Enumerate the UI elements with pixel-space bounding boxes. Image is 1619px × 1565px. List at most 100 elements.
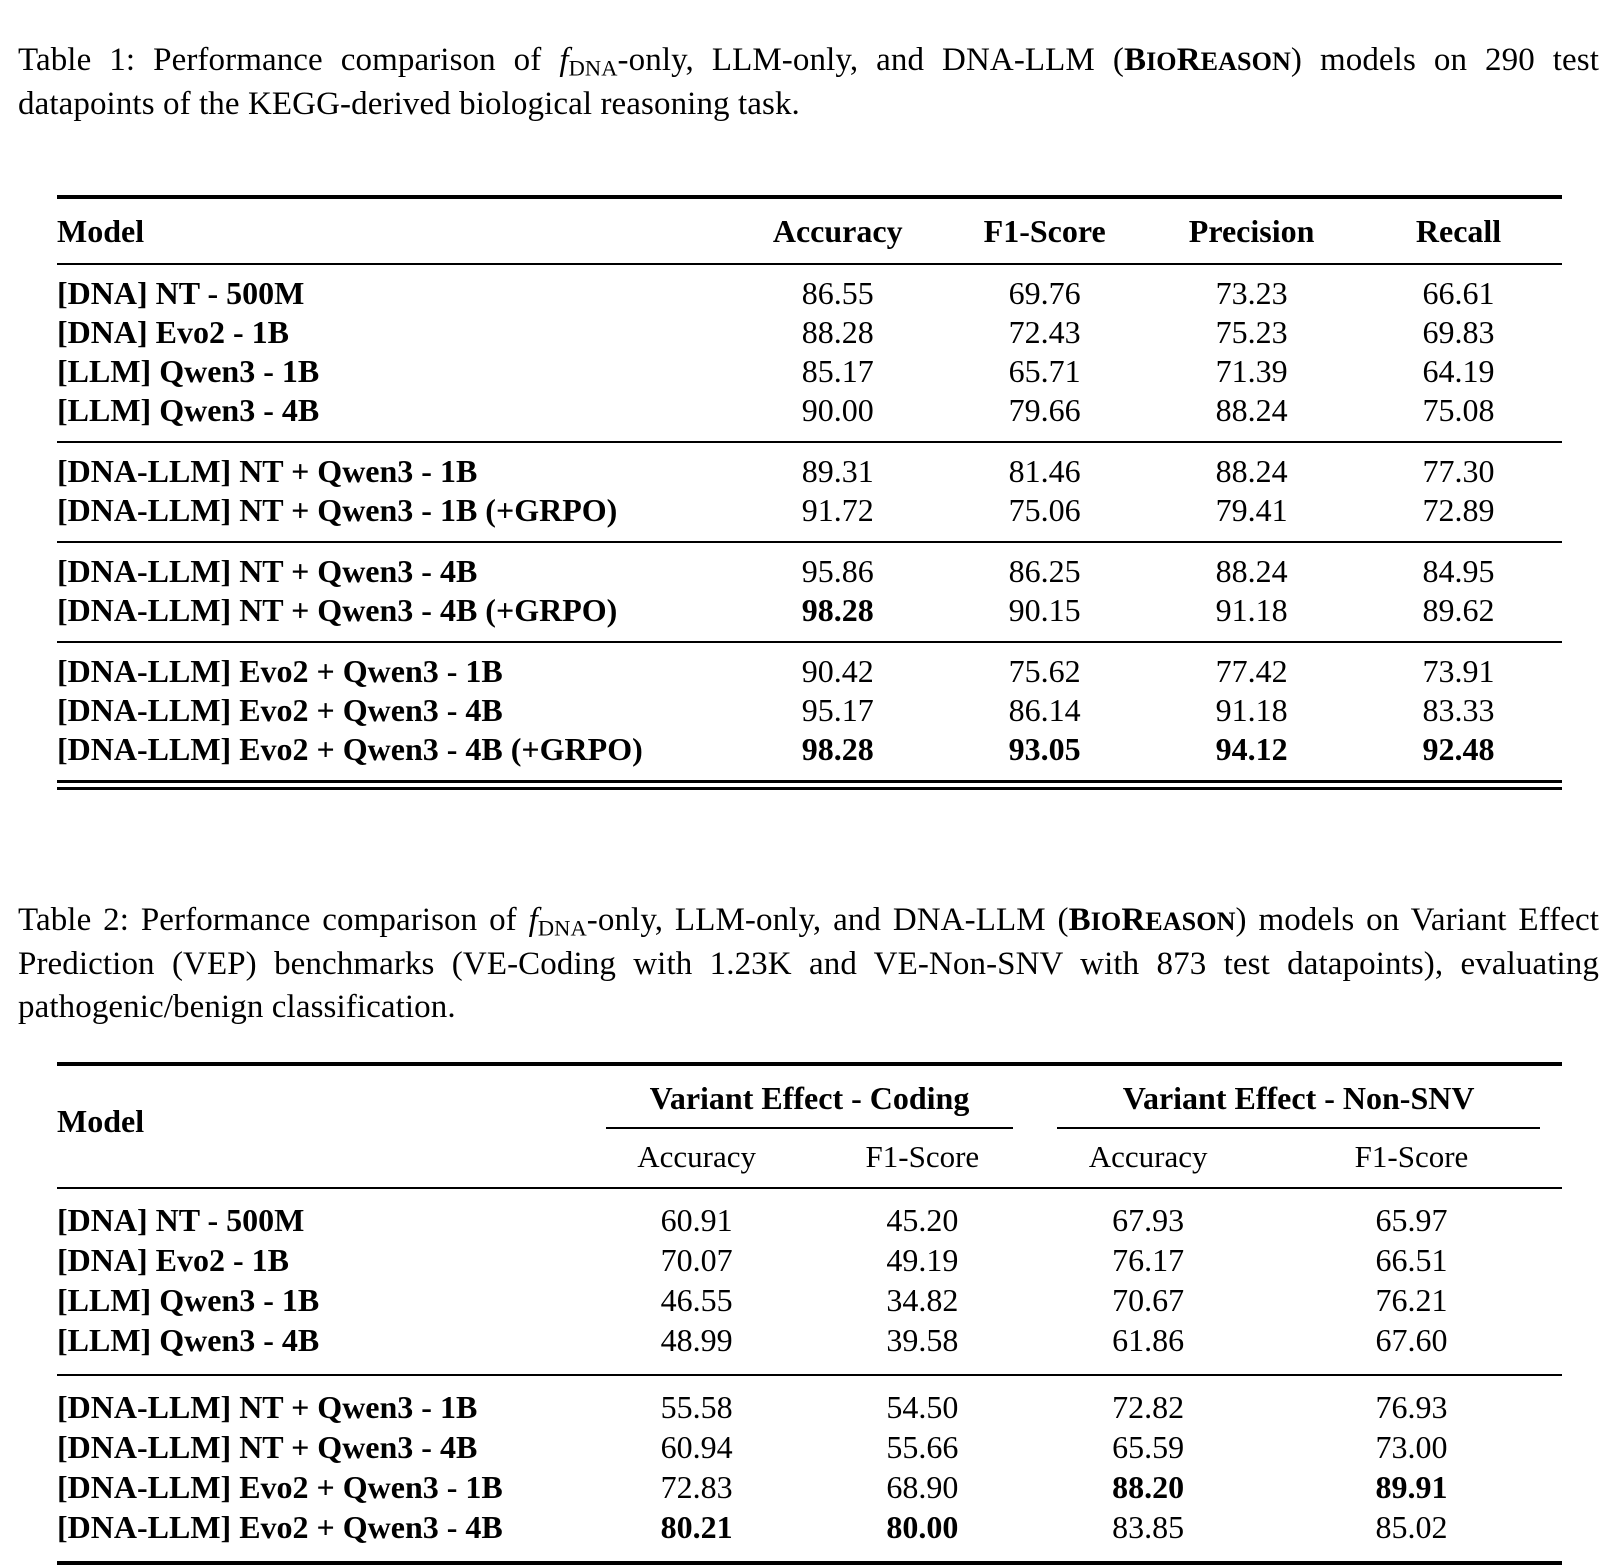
col-header-coding-f1score: F1-Score	[865, 1139, 980, 1174]
metric-value-cell: 94.12	[1215, 731, 1288, 767]
metric-value-cell: 95.17	[801, 692, 874, 728]
metric-value-cell: 86.25	[1008, 553, 1081, 589]
col-header-f1score: F1-Score	[983, 213, 1106, 249]
table1-caption: Table 1: Performance comparison of fDNA-…	[18, 39, 1599, 126]
metric-value-cell: 88.24	[1215, 453, 1288, 489]
table-row: [LLM] Qwen3 - 4B 48.99 39.58 61.86 67.60	[57, 1320, 1562, 1375]
col-header-recall: Recall	[1415, 213, 1502, 249]
metric-value-cell: 70.07	[660, 1242, 733, 1278]
metric-value-cell: 65.59	[1112, 1429, 1185, 1465]
table2-header: Model Variant Effect - Coding Variant Ef…	[57, 1064, 1562, 1188]
metric-value-cell: 90.15	[1008, 592, 1081, 628]
table1-caption-label: Table 1:	[18, 42, 136, 78]
model-name-cell: [LLM] Qwen3 - 4B	[57, 392, 320, 428]
metric-value-cell: 72.83	[660, 1469, 733, 1505]
table-row: [DNA] Evo2 - 1B 88.28 72.43 75.23 69.83	[57, 313, 1562, 352]
metric-value-cell: 79.41	[1215, 492, 1288, 528]
metric-value-cell: 79.66	[1008, 392, 1081, 428]
metric-value-cell: 81.46	[1008, 453, 1081, 489]
table-row: [DNA-LLM] NT + Qwen3 - 1B (+GRPO) 91.72 75…	[57, 491, 1562, 542]
metric-value-cell: 98.28	[801, 592, 874, 628]
metric-value-cell: 69.83	[1422, 314, 1495, 350]
table1-group-2: [DNA-LLM] NT + Qwen3 - 1B 89.31 81.46 88.24…	[57, 442, 1562, 542]
metric-value-cell: 77.42	[1215, 653, 1288, 689]
metric-value-cell: 89.31	[801, 453, 874, 489]
metric-value-cell: 69.76	[1008, 275, 1081, 311]
metric-value-cell: 77.30	[1422, 453, 1495, 489]
metric-value-cell: 70.67	[1112, 1282, 1185, 1318]
table1-caption-text-2: -only, LLM-only, and DNA-LLM (	[617, 42, 1124, 78]
metric-value-cell: 76.17	[1112, 1242, 1185, 1278]
metric-value-cell: 73.91	[1422, 653, 1495, 689]
metric-value-cell: 88.20	[1112, 1469, 1185, 1505]
table2-caption: Table 2: Performance comparison of fDNA-…	[18, 899, 1599, 1029]
metric-value-cell: 84.95	[1422, 553, 1495, 589]
model-name-cell: [DNA] Evo2 - 1B	[57, 314, 289, 350]
col-group-ve-coding: Variant Effect - Coding	[584, 1064, 1036, 1129]
model-name-cell: [LLM] Qwen3 - 1B	[57, 1282, 320, 1318]
table-row: [DNA-LLM] Evo2 + Qwen3 - 1B 72.83 68.90 88.…	[57, 1467, 1562, 1507]
math-f-subscript: DNA	[568, 55, 618, 81]
table-row: [DNA-LLM] NT + Qwen3 - 4B 95.86 86.25 88.24…	[57, 542, 1562, 591]
model-name-cell: [DNA-LLM] NT + Qwen3 - 4B (+GRPO)	[57, 592, 618, 628]
metric-value-cell: 95.86	[801, 553, 874, 589]
model-name-cell: [DNA-LLM] Evo2 + Qwen3 - 4B (+GRPO)	[57, 731, 643, 767]
table-row: [DNA-LLM] Evo2 + Qwen3 - 4B 95.17 86.14 91.…	[57, 691, 1562, 730]
model-name-cell: [DNA-LLM] NT + Qwen3 - 1B	[57, 453, 478, 489]
model-name-cell: [DNA] NT - 500M	[57, 275, 305, 311]
metric-value-cell: 91.72	[801, 492, 874, 528]
table2-group-header-row: Model Variant Effect - Coding Variant Ef…	[57, 1064, 1562, 1139]
metric-value-cell: 88.28	[801, 314, 874, 350]
metric-value-cell: 54.50	[886, 1389, 959, 1425]
table-row: [LLM] Qwen3 - 1B 46.55 34.82 70.67 76.21	[57, 1280, 1562, 1320]
metric-value-cell: 75.06	[1008, 492, 1081, 528]
metric-value-cell: 72.82	[1112, 1389, 1185, 1425]
col-header-nonsnv-f1score: F1-Score	[1354, 1139, 1469, 1174]
metric-value-cell: 55.58	[660, 1389, 733, 1425]
table-row: [LLM] Qwen3 - 1B 85.17 65.71 71.39 64.19	[57, 352, 1562, 391]
model-name-cell: [DNA-LLM] NT + Qwen3 - 1B (+GRPO)	[57, 492, 618, 528]
bioreason-brand: BIOREASON	[1123, 42, 1291, 78]
metric-value-cell: 98.28	[801, 731, 874, 767]
metric-value-cell: 89.62	[1422, 592, 1495, 628]
metric-value-cell: 75.62	[1008, 653, 1081, 689]
metric-value-cell: 80.00	[886, 1509, 959, 1545]
col-header-model: Model	[57, 1103, 145, 1139]
table1-bottom-rule	[57, 787, 1562, 790]
metric-value-cell: 61.86	[1112, 1322, 1185, 1358]
model-name-cell: [DNA-LLM] NT + Qwen3 - 4B	[57, 553, 478, 589]
table-row: [DNA-LLM] NT + Qwen3 - 4B 60.94 55.66 65.59…	[57, 1427, 1562, 1467]
metric-value-cell: 39.58	[886, 1322, 959, 1358]
metric-value-cell: 88.24	[1215, 553, 1288, 589]
metric-value-cell: 86.14	[1008, 692, 1081, 728]
table2-caption-text-2: -only, LLM-only, and DNA-LLM (	[586, 902, 1069, 938]
metric-value-cell: 75.08	[1422, 392, 1495, 428]
model-name-cell: [DNA-LLM] Evo2 + Qwen3 - 1B	[57, 653, 503, 689]
metric-value-cell: 93.05	[1008, 731, 1081, 767]
math-f-symbol: f	[528, 902, 538, 938]
math-f-symbol: f	[559, 42, 569, 78]
table1-header-row: Model Accuracy F1-Score Precision Recall	[57, 197, 1562, 264]
metric-value-cell: 46.55	[660, 1282, 733, 1318]
model-name-cell: [DNA] Evo2 - 1B	[57, 1242, 289, 1278]
col-header-precision: Precision	[1188, 213, 1315, 249]
metric-value-cell: 67.93	[1112, 1202, 1185, 1238]
metric-value-cell: 65.71	[1008, 353, 1081, 389]
table1-group-3: [DNA-LLM] NT + Qwen3 - 4B 95.86 86.25 88.24…	[57, 542, 1562, 642]
metric-value-cell: 83.85	[1112, 1509, 1185, 1545]
metric-value-cell: 73.23	[1215, 275, 1288, 311]
table2-caption-text-1: Performance comparison of	[140, 902, 529, 938]
metric-value-cell: 55.66	[886, 1429, 959, 1465]
model-name-cell: [LLM] Qwen3 - 1B	[57, 353, 320, 389]
col-header-coding-accuracy: Accuracy	[637, 1139, 756, 1174]
metric-value-cell: 60.94	[660, 1429, 733, 1465]
model-name-cell: [DNA-LLM] NT + Qwen3 - 1B	[57, 1389, 478, 1425]
col-group-ve-nonsnv: Variant Effect - Non-SNV	[1035, 1064, 1562, 1129]
table2-group-1: [DNA] NT - 500M 60.91 45.20 67.93 65.97 [DNA]…	[57, 1188, 1562, 1375]
table1-group-4: [DNA-LLM] Evo2 + Qwen3 - 1B 90.42 75.62 77.…	[57, 642, 1562, 782]
metric-value-cell: 90.42	[801, 653, 874, 689]
table-row: [DNA-LLM] Evo2 + Qwen3 - 4B 80.21 80.00 83.…	[57, 1507, 1562, 1563]
model-name-cell: [LLM] Qwen3 - 4B	[57, 1322, 320, 1358]
table-row: [DNA] NT - 500M 60.91 45.20 67.93 65.97	[57, 1188, 1562, 1240]
